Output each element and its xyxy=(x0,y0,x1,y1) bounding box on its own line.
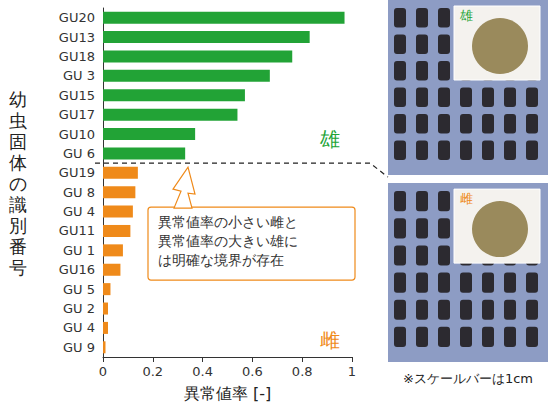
svg-text:0: 0 xyxy=(99,364,107,379)
svg-text:の: の xyxy=(9,173,27,194)
svg-text:番: 番 xyxy=(9,236,27,257)
svg-text:GU 4: GU 4 xyxy=(63,204,95,219)
svg-text:号: 号 xyxy=(9,257,27,278)
svg-text:異常値率の小さい雌と: 異常値率の小さい雌と xyxy=(158,214,298,230)
svg-text:固: 固 xyxy=(9,131,27,152)
svg-text:GU 9: GU 9 xyxy=(63,340,95,355)
svg-text:※スケールバーは1cm: ※スケールバーは1cm xyxy=(403,371,533,386)
svg-text:GU15: GU15 xyxy=(59,88,95,103)
svg-text:GU 6: GU 6 xyxy=(63,146,95,161)
svg-text:GU 8: GU 8 xyxy=(63,185,95,200)
svg-text:別: 別 xyxy=(9,215,27,236)
svg-text:GU 2: GU 2 xyxy=(63,301,95,316)
svg-text:0.8: 0.8 xyxy=(292,364,313,379)
svg-text:GU11: GU11 xyxy=(59,223,95,238)
svg-text:体: 体 xyxy=(9,152,27,173)
svg-text:雌: 雌 xyxy=(320,328,340,352)
svg-text:GU18: GU18 xyxy=(59,49,95,64)
svg-text:雄: 雄 xyxy=(319,127,340,151)
svg-text:異常値率の大きい雄に: 異常値率の大きい雄に xyxy=(158,233,298,249)
svg-text:GU19: GU19 xyxy=(59,165,95,180)
svg-text:異常値率 [-]: 異常値率 [-] xyxy=(184,384,271,403)
svg-text:GU10: GU10 xyxy=(59,127,95,142)
svg-text:GU 5: GU 5 xyxy=(63,282,95,297)
svg-text:GU 4: GU 4 xyxy=(63,320,95,335)
svg-text:幼: 幼 xyxy=(9,89,27,110)
svg-text:GU16: GU16 xyxy=(59,262,95,277)
svg-text:虫: 虫 xyxy=(9,110,27,131)
svg-text:GU20: GU20 xyxy=(59,10,95,25)
svg-text:は明確な境界が存在: は明確な境界が存在 xyxy=(158,252,284,268)
svg-text:識: 識 xyxy=(9,194,27,215)
svg-text:雌: 雌 xyxy=(460,191,473,206)
svg-text:GU 1: GU 1 xyxy=(63,243,95,258)
svg-text:GU17: GU17 xyxy=(59,107,95,122)
svg-text:雄: 雄 xyxy=(459,8,473,23)
svg-text:0.4: 0.4 xyxy=(192,364,213,379)
svg-text:GU13: GU13 xyxy=(59,30,95,45)
svg-text:1: 1 xyxy=(348,364,356,379)
svg-text:0.6: 0.6 xyxy=(242,364,263,379)
svg-text:0.2: 0.2 xyxy=(142,364,163,379)
svg-text:GU 3: GU 3 xyxy=(63,68,95,83)
